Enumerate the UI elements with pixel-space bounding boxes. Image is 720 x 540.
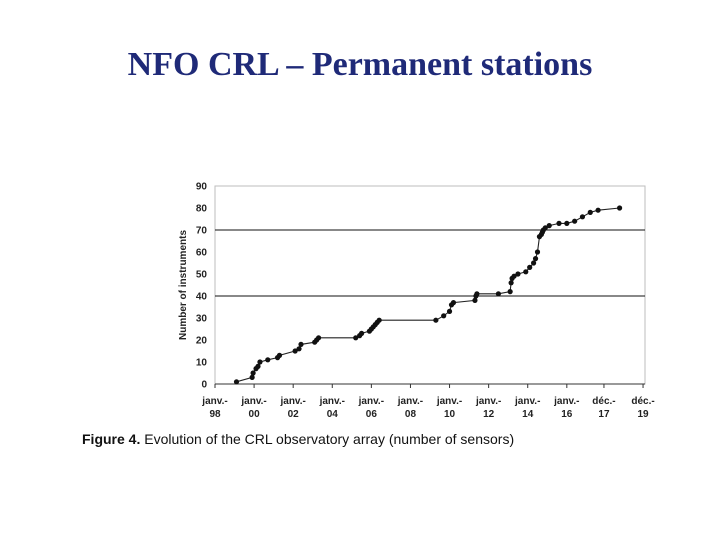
x-tick-label-line2: 10 — [444, 409, 456, 420]
x-tick-label-line1: janv.- — [201, 396, 227, 407]
data-point — [257, 359, 263, 365]
data-point — [579, 214, 586, 220]
data-point — [556, 220, 562, 226]
plot-frame — [214, 185, 646, 385]
data-point — [358, 330, 365, 336]
y-tick-label: 70 — [196, 226, 208, 237]
y-tick-label: 0 — [201, 380, 207, 391]
data-point — [315, 335, 322, 341]
data-point — [250, 370, 256, 376]
data-point — [255, 363, 261, 369]
data-point — [542, 225, 548, 231]
x-tick-label-line1: janv.- — [397, 396, 423, 407]
data-point — [534, 249, 541, 255]
x-tick-label-line2: 12 — [483, 409, 495, 420]
x-tick-label-line1: janv.- — [319, 396, 345, 407]
data-point — [546, 223, 552, 229]
data-point — [572, 218, 578, 224]
x-tick-label-line2: 14 — [522, 409, 534, 420]
slide-title: NFO CRL – Permanent stations — [127, 46, 593, 83]
reference-lines — [215, 229, 645, 297]
x-tick-label-line1: déc.- — [631, 396, 654, 407]
data-point — [233, 379, 240, 385]
x-tick-label-line2: 00 — [249, 409, 261, 420]
data-point — [441, 313, 447, 319]
y-tick-label: 20 — [196, 336, 208, 347]
data-point — [495, 291, 502, 297]
figure-caption: Figure 4. Evolution of the CRL observato… — [82, 431, 514, 447]
y-axis-ticks: 0 10 20 30 40 50 60 70 80 90 — [196, 182, 208, 391]
data-point — [511, 273, 517, 279]
y-axis-title: Number of instruments — [178, 230, 189, 340]
data-point — [595, 207, 601, 213]
data-point — [276, 352, 283, 358]
x-tick-label-line2: 04 — [327, 409, 339, 420]
x-tick-label-line1: janv.- — [279, 396, 305, 407]
y-tick-label: 80 — [196, 204, 208, 215]
data-point — [523, 269, 529, 275]
data-point — [532, 256, 539, 262]
x-tick-label-line1: janv.- — [514, 396, 540, 407]
x-tick-label-line1: janv.- — [436, 396, 462, 407]
series-layer — [233, 205, 623, 385]
data-point — [530, 260, 537, 266]
data-point — [433, 317, 439, 323]
x-tick-label-line1: janv.- — [553, 396, 579, 407]
x-tick-label-line2: 16 — [561, 409, 573, 420]
x-tick-label-line1: janv.- — [358, 396, 384, 407]
data-point — [265, 357, 271, 363]
data-point — [376, 317, 382, 323]
x-tick-label-line2: 17 — [598, 409, 610, 420]
data-point — [249, 374, 255, 380]
y-tick-label: 90 — [196, 182, 208, 193]
data-point — [587, 209, 593, 215]
data-point — [446, 308, 453, 314]
data-point — [616, 205, 623, 211]
x-tick-label-line1: déc.- — [592, 396, 615, 407]
data-point — [507, 289, 513, 295]
data-point — [527, 264, 533, 270]
data-point — [508, 280, 514, 286]
x-tick-label-line2: 19 — [637, 409, 649, 420]
data-point — [474, 291, 480, 297]
data-point — [296, 346, 302, 352]
x-tick-label-line1: janv.- — [240, 396, 266, 407]
x-tick-label-line2: 06 — [366, 409, 378, 420]
y-tick-label: 40 — [196, 292, 208, 303]
data-point — [472, 297, 478, 303]
data-point — [353, 335, 359, 341]
x-axis-ticks: janv.- 98 janv.- 00 janv.- 02 janv.- 04 janv.- 06… — [201, 384, 655, 420]
data-point — [450, 300, 457, 306]
x-tick-label-line2: 98 — [209, 409, 221, 420]
data-point — [292, 348, 298, 354]
caption-label: Figure 4. — [82, 431, 141, 447]
y-tick-label: 50 — [196, 270, 208, 281]
y-tick-label: 60 — [196, 248, 208, 259]
data-point — [298, 341, 304, 347]
y-tick-label: 30 — [196, 314, 208, 325]
x-tick-label-line2: 08 — [405, 409, 417, 420]
x-tick-label-line2: 02 — [288, 409, 300, 420]
data-point — [564, 220, 570, 226]
caption-text: Evolution of the CRL observatory array (… — [144, 431, 515, 447]
series-line — [236, 207, 620, 383]
y-tick-label: 10 — [196, 358, 208, 369]
data-point — [515, 271, 521, 277]
x-tick-label-line1: janv.- — [475, 396, 501, 407]
